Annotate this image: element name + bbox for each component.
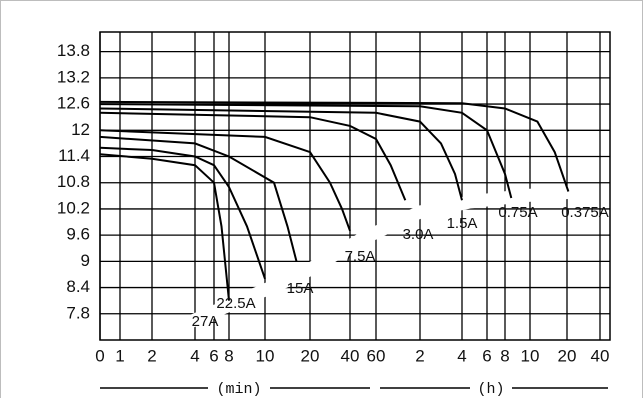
y-tick-label: 13.8 bbox=[57, 41, 90, 60]
x-tick-label: 10 bbox=[256, 346, 275, 365]
curve-label: 22.5A bbox=[216, 295, 255, 312]
discharge-curve bbox=[99, 107, 463, 201]
annotation: (h) bbox=[477, 381, 504, 398]
x-tick-label: 6 bbox=[482, 346, 491, 365]
x-tick-label: 10 bbox=[521, 346, 540, 365]
y-tick-label: 11.4 bbox=[58, 146, 90, 165]
cutoff-band bbox=[187, 185, 576, 328]
curve-label: 3.0A bbox=[403, 226, 434, 243]
y-tick-label: 10.8 bbox=[57, 172, 90, 191]
y-tick-label: 9.6 bbox=[66, 225, 90, 244]
annotation: (min) bbox=[216, 381, 261, 398]
curve-label: 0.375A bbox=[561, 204, 609, 221]
discharge-curve bbox=[99, 111, 407, 201]
x-tick-label: 8 bbox=[224, 346, 233, 365]
x-tick-label: 0 bbox=[95, 346, 104, 365]
x-tick-label: 20 bbox=[558, 346, 577, 365]
y-tick-label: 9 bbox=[81, 251, 90, 270]
x-tick-label: 40 bbox=[591, 346, 610, 365]
curve-label: 15A bbox=[287, 280, 314, 297]
discharge-curve bbox=[99, 129, 351, 232]
x-tick-label: 20 bbox=[301, 346, 320, 365]
discharge-curve bbox=[99, 153, 230, 301]
label-bg bbox=[470, 378, 512, 398]
plot-area bbox=[99, 31, 611, 341]
y-tick-label: 12 bbox=[71, 120, 90, 139]
x-tick-label: 2 bbox=[147, 346, 156, 365]
curve-label: 0.75A bbox=[498, 204, 537, 221]
y-tick-label: 10.2 bbox=[57, 198, 90, 217]
x-tick-label: 1 bbox=[115, 346, 124, 365]
curve-label: 1.5A bbox=[447, 215, 478, 232]
x-tick-label: 40 bbox=[341, 346, 360, 365]
x-tick-label: 4 bbox=[457, 346, 466, 365]
x-tick-label: 2 bbox=[415, 346, 424, 365]
x-tick-label: 60 bbox=[367, 346, 386, 365]
curve-label: 7.5A bbox=[345, 248, 376, 265]
y-tick-label: 8.4 bbox=[66, 277, 90, 296]
x-tick-label: 4 bbox=[190, 346, 199, 365]
discharge-curve bbox=[99, 146, 266, 280]
label-bg bbox=[208, 378, 270, 398]
discharge-curve bbox=[99, 135, 298, 262]
y-tick-label: 12.6 bbox=[57, 94, 90, 113]
y-tick-label: 7.8 bbox=[66, 303, 90, 322]
y-tick-label: 13.2 bbox=[57, 67, 90, 86]
discharge-curve bbox=[99, 103, 513, 199]
curve-label: 27A bbox=[192, 313, 219, 330]
x-tick-label: 6 bbox=[209, 346, 218, 365]
x-tick-label: 8 bbox=[500, 346, 509, 365]
discharge-curve bbox=[99, 100, 570, 192]
